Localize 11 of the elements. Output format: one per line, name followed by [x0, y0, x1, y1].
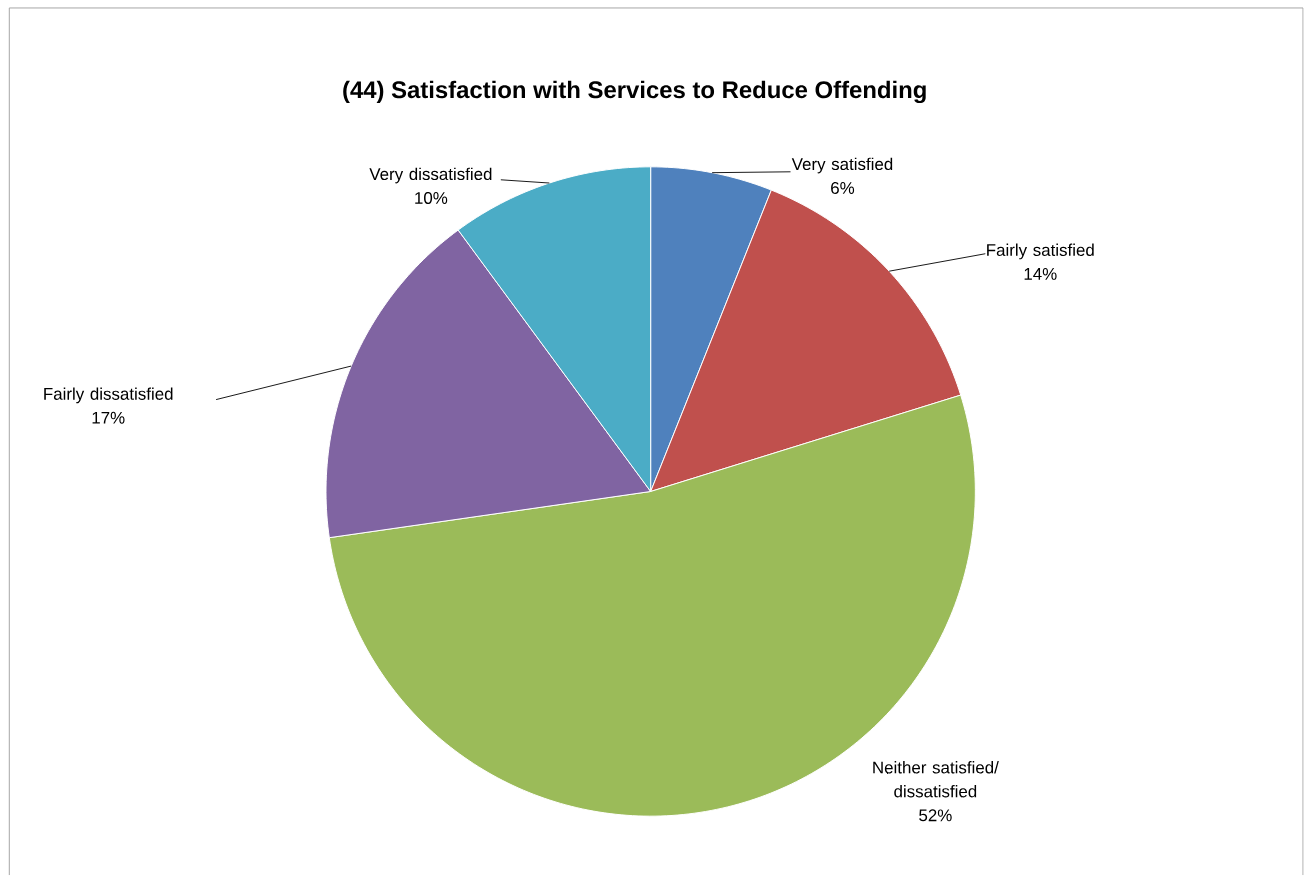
slice-label: Very dissatisfied: [369, 167, 492, 184]
data-label: 6%: [831, 182, 855, 195]
data-label: 17%: [92, 412, 125, 424]
data-label: 10%: [415, 192, 448, 205]
slice-label: Fairly satisfied: [987, 243, 1094, 260]
data-label: 52%: [919, 809, 952, 822]
data-label: 14%: [1024, 268, 1057, 281]
slice-label: Fairly dissatisfied: [44, 387, 173, 404]
slice-label: Very satisfied: [791, 157, 893, 174]
slice-label: Neither satisfied/ dissatisfied: [873, 761, 999, 798]
chart-title: (44) Satisfaction with Services to Reduce Offending: [343, 80, 926, 104]
